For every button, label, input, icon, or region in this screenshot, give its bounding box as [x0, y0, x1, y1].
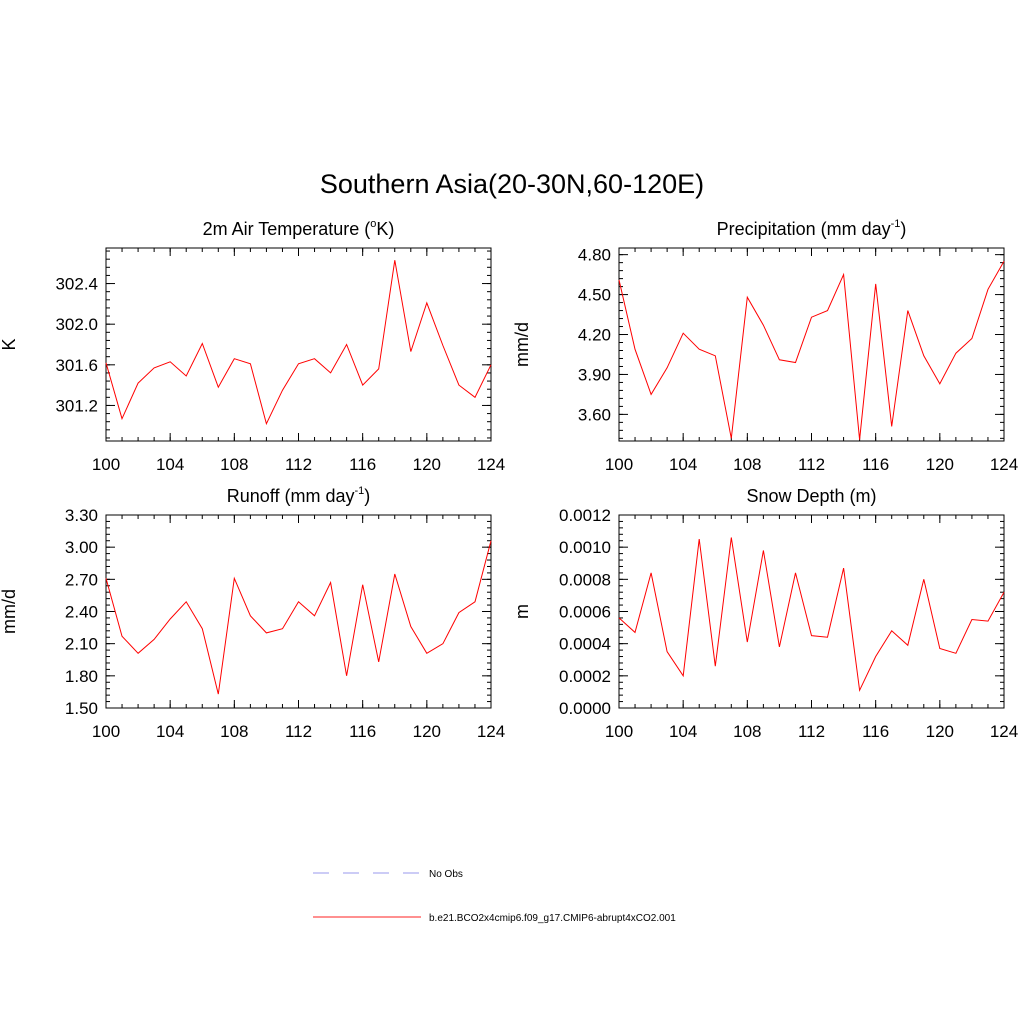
series-line	[105, 260, 492, 426]
x-tick-label: 108	[220, 455, 248, 474]
y-tick-label: 0.0004	[559, 635, 611, 654]
panel-4: 100 104 108 112 116 120 124 0.0000 0.0002 0.0004 0…	[512, 486, 1018, 741]
y-tick-label: 3.00	[65, 538, 98, 557]
x-tick-label: 124	[477, 722, 505, 741]
panel-title: Precipitation (mm day-1)	[717, 218, 907, 239]
legend-entry: No Obs	[313, 869, 463, 880]
y-tick-label: 4.20	[578, 326, 611, 345]
y-tick-label: 3.30	[65, 506, 98, 525]
panel-title: 2m Air Temperature (oK)	[203, 218, 395, 239]
x-tick-label: 104	[156, 722, 184, 741]
x-tick-label: 120	[413, 722, 441, 741]
x-tick-label: 104	[156, 455, 184, 474]
y-tick-label: 3.60	[578, 405, 611, 424]
x-tick-label: 116	[349, 455, 376, 474]
plot-frame	[618, 247, 1005, 442]
series-line	[105, 540, 492, 695]
y-tick-label: 2.70	[65, 570, 98, 589]
y-tick-label: 1.50	[65, 699, 98, 718]
x-tick-label: 104	[669, 722, 697, 741]
x-tick-label: 108	[220, 722, 248, 741]
y-tick-label: 0.0000	[559, 699, 611, 718]
x-tick-label: 124	[990, 455, 1018, 474]
y-tick-label: 0.0002	[559, 667, 611, 686]
panels: 100 104 108 112 116 120 124 301.2 301.6 302.0 302.…	[0, 218, 1018, 741]
plot-frame	[618, 514, 1005, 709]
x-tick-label: 116	[862, 722, 889, 741]
x-tick-label: 100	[605, 722, 633, 741]
x-tick-label: 116	[349, 722, 376, 741]
x-tick-label: 108	[733, 455, 761, 474]
x-tick-label: 124	[477, 455, 505, 474]
legend: No Obs b.e21.BCO2x4cmip6.f09_g17.CMIP6-ab…	[313, 869, 676, 924]
y-tick-label: 2.40	[65, 603, 98, 622]
y-axis-label: m	[512, 604, 532, 619]
series-line	[618, 537, 1005, 693]
y-tick-label: 0.0010	[559, 538, 611, 557]
y-axis-label: mm/d	[0, 589, 19, 634]
x-tick-label: 100	[605, 455, 633, 474]
y-tick-label: 4.50	[578, 286, 611, 305]
y-tick-label: 302.0	[55, 315, 98, 334]
panel-title: Runoff (mm day-1)	[227, 485, 371, 506]
y-axis-label: mm/d	[512, 322, 532, 367]
y-tick-label: 301.6	[55, 356, 98, 375]
figure-title: Southern Asia(20-30N,60-120E)	[320, 169, 704, 199]
x-tick-label: 100	[92, 455, 120, 474]
legend-label: b.e21.BCO2x4cmip6.f09_g17.CMIP6-abrupt4x…	[429, 913, 676, 924]
x-tick-label: 112	[285, 455, 312, 474]
panel-title: Snow Depth (m)	[746, 486, 876, 506]
x-tick-label: 116	[862, 455, 889, 474]
y-tick-label: 0.0006	[559, 603, 611, 622]
y-tick-label: 1.80	[65, 667, 98, 686]
x-tick-label: 120	[926, 722, 954, 741]
legend-entry: b.e21.BCO2x4cmip6.f09_g17.CMIP6-abrupt4x…	[313, 913, 676, 924]
y-axis-label: K	[0, 338, 19, 350]
y-tick-label: 0.0008	[559, 570, 611, 589]
x-tick-label: 112	[798, 722, 825, 741]
panel-1: 100 104 108 112 116 120 124 301.2 301.6 302.0 302.…	[0, 218, 505, 474]
panel-2: 100 104 108 112 116 120 124 3.60 3.90 4.20 4.50 4.8…	[512, 218, 1018, 474]
x-tick-label: 104	[669, 455, 697, 474]
y-tick-label: 302.4	[55, 275, 98, 294]
x-tick-label: 100	[92, 722, 120, 741]
x-tick-label: 112	[798, 455, 825, 474]
x-tick-label: 120	[413, 455, 441, 474]
y-tick-label: 4.80	[578, 246, 611, 265]
x-tick-label: 108	[733, 722, 761, 741]
series-line	[618, 261, 1005, 440]
plot-frame	[105, 514, 492, 709]
y-tick-label: 3.90	[578, 365, 611, 384]
x-tick-label: 112	[285, 722, 312, 741]
x-tick-label: 120	[926, 455, 954, 474]
y-tick-label: 301.2	[55, 396, 98, 415]
legend-label: No Obs	[429, 869, 463, 880]
plot-frame	[105, 247, 492, 442]
y-tick-label: 2.10	[65, 635, 98, 654]
y-tick-label: 0.0012	[559, 506, 611, 525]
panel-3: 100 104 108 112 116 120 124 1.50 1.80 2.10 2.40 2.7…	[0, 485, 505, 741]
x-tick-label: 124	[990, 722, 1018, 741]
